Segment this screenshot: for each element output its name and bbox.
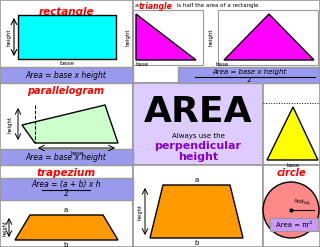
- FancyBboxPatch shape: [0, 0, 133, 83]
- Text: parallelogram: parallelogram: [28, 86, 105, 96]
- Text: 2: 2: [64, 188, 68, 198]
- FancyBboxPatch shape: [133, 0, 320, 83]
- FancyBboxPatch shape: [263, 165, 320, 247]
- Text: a: a: [195, 177, 199, 183]
- Text: height: height: [3, 220, 7, 236]
- FancyBboxPatch shape: [218, 10, 318, 65]
- Text: a: a: [64, 207, 68, 213]
- Text: height: height: [138, 204, 142, 220]
- Text: Area = πr²: Area = πr²: [276, 222, 312, 227]
- FancyBboxPatch shape: [178, 67, 319, 83]
- Text: b: b: [64, 242, 68, 247]
- Text: Always use the: Always use the: [172, 133, 224, 139]
- Polygon shape: [267, 107, 318, 160]
- Polygon shape: [136, 14, 196, 60]
- FancyBboxPatch shape: [0, 83, 133, 165]
- FancyBboxPatch shape: [270, 218, 318, 231]
- Text: height: height: [125, 28, 131, 46]
- FancyBboxPatch shape: [0, 149, 133, 165]
- Text: base: base: [215, 62, 228, 67]
- FancyBboxPatch shape: [0, 67, 133, 83]
- Polygon shape: [150, 185, 243, 238]
- Text: circle: circle: [276, 168, 306, 178]
- Text: b: b: [195, 240, 199, 246]
- Text: is half the area of a rectangle: is half the area of a rectangle: [175, 3, 259, 8]
- Text: base: base: [60, 61, 75, 66]
- Text: 2: 2: [247, 77, 251, 83]
- Polygon shape: [22, 105, 118, 143]
- Text: Area = (a + b) x h: Area = (a + b) x h: [31, 180, 101, 188]
- Text: base: base: [135, 62, 148, 67]
- Text: height: height: [209, 28, 213, 46]
- FancyBboxPatch shape: [133, 10, 203, 65]
- Text: rectangle: rectangle: [38, 7, 94, 17]
- Text: a: a: [135, 3, 141, 8]
- FancyBboxPatch shape: [0, 165, 133, 247]
- Text: perpendicular: perpendicular: [155, 141, 242, 151]
- FancyBboxPatch shape: [0, 178, 133, 200]
- Text: Area = base x height: Area = base x height: [26, 70, 107, 80]
- Text: height: height: [6, 28, 12, 46]
- Circle shape: [263, 182, 319, 238]
- Text: Area = base x height: Area = base x height: [212, 69, 286, 75]
- Text: base: base: [70, 151, 84, 156]
- Text: base: base: [286, 163, 300, 168]
- FancyBboxPatch shape: [263, 83, 320, 165]
- Text: height: height: [7, 116, 12, 132]
- Polygon shape: [224, 14, 314, 60]
- Polygon shape: [15, 215, 118, 240]
- Text: Area = base x height: Area = base x height: [26, 152, 107, 162]
- Text: radius: radius: [293, 198, 310, 206]
- FancyBboxPatch shape: [18, 15, 116, 59]
- Text: AREA: AREA: [144, 95, 252, 129]
- FancyBboxPatch shape: [133, 165, 263, 247]
- Text: triangle: triangle: [139, 2, 173, 11]
- Text: height: height: [178, 152, 218, 162]
- Text: trapezium: trapezium: [36, 168, 96, 178]
- FancyBboxPatch shape: [133, 83, 263, 165]
